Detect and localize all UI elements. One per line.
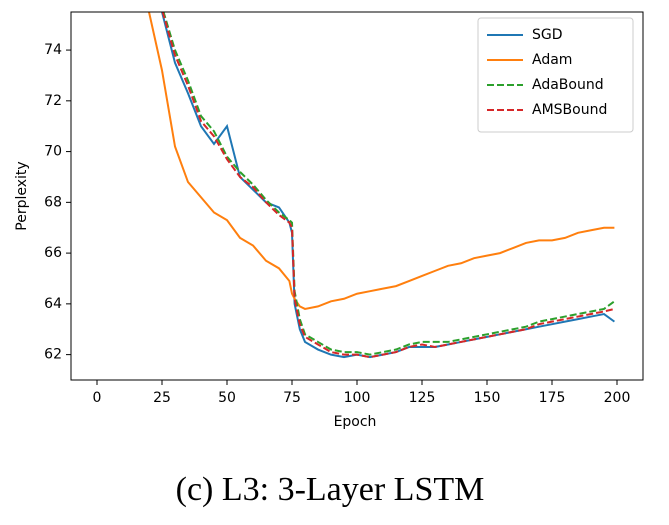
series-line	[161, 12, 615, 359]
y-axis-label: Perplexity	[14, 161, 30, 230]
x-tick-label: 150	[474, 390, 501, 406]
x-tick-label: 50	[218, 390, 236, 406]
plot-area	[148, 12, 615, 359]
x-tick-label: 25	[153, 390, 171, 406]
x-tick-label: 0	[93, 390, 102, 406]
series-line	[162, 12, 615, 356]
legend-label: AMSBound	[532, 102, 607, 118]
legend-box	[477, 17, 634, 133]
y-tick-label: 74	[44, 42, 62, 58]
x-tick-label: 75	[283, 390, 301, 406]
legend-label: SGD	[532, 27, 563, 43]
x-axis-label: Epoch	[334, 414, 377, 430]
x-tick-label: 175	[539, 390, 566, 406]
y-tick-label: 70	[44, 144, 62, 160]
x-tick-label: 125	[409, 390, 436, 406]
x-tick-label: 100	[344, 390, 371, 406]
legend-label: AdaBound	[532, 77, 604, 93]
y-tick-label: 62	[44, 347, 62, 363]
x-tick-label: 200	[604, 390, 631, 406]
y-tick-label: 72	[44, 93, 62, 109]
legend-label: Adam	[532, 52, 572, 68]
series-line	[148, 12, 615, 310]
y-tick-label: 66	[44, 245, 62, 261]
y-tick-label: 68	[44, 194, 62, 210]
caption: (c) L3: 3-Layer LSTM	[176, 471, 485, 508]
axes-frame	[70, 11, 644, 381]
y-tick-label: 64	[44, 296, 62, 312]
